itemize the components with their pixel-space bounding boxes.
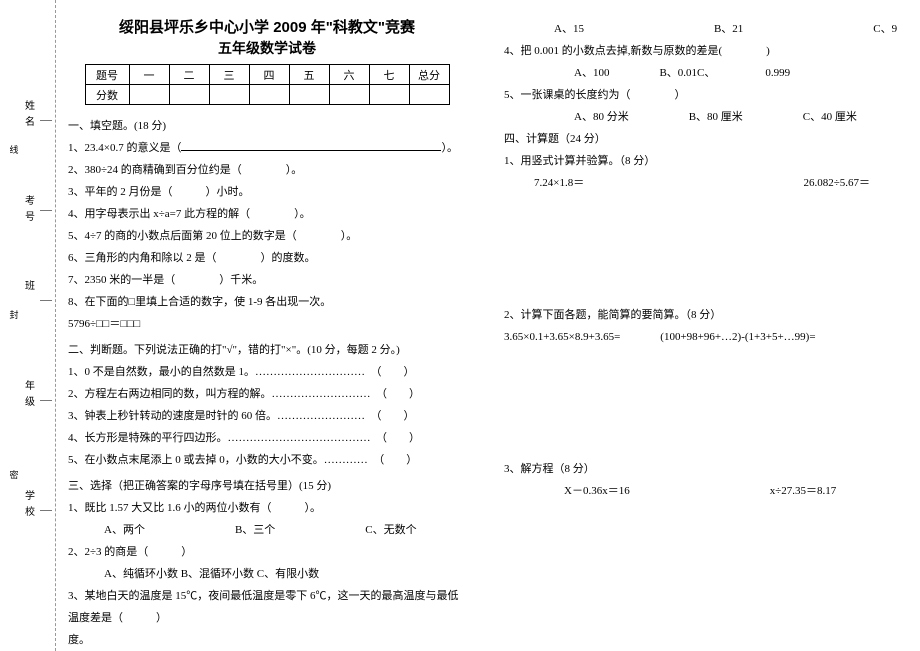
margin-tick-seal: 封 [8,310,21,325]
workspace-gap [504,194,910,304]
q4-3-row: X－0.36x＝16 x÷27.35＝8.17 [504,480,910,502]
q3-5: 5、一张课桌的长度约为（ ） [504,84,910,106]
opt-c: C、9 [873,18,920,40]
q3-4: 4、把 0.001 的小数点去掉,新数与原数的差是( ) [504,40,910,62]
q1-1-end: ）。 [441,142,458,154]
margin-rule [40,400,52,401]
opt-c: C、40 厘米 [803,106,857,128]
right-column: A、15 B、21 C、9 4、把 0.001 的小数点去掉,新数与原数的差是(… [476,0,920,651]
margin-tick-secret: 密 [8,470,21,485]
score-col: 四 [249,65,289,85]
score-col: 二 [169,65,209,85]
calc-a: 3.65×0.1+3.65×8.9+3.65= [504,326,620,348]
q1-8: 8、在下面的□里填上合适的数字，使 1-9 各出现一次。 [68,291,466,313]
section-1-head: 一、填空题。(18 分) [68,115,466,137]
q1-1-text: 1、23.4×0.7 的意义是（ [68,142,181,154]
section-2-head: 二、判断题。下列说法正确的打"√"，错的打"×"。(10 分，每题 2 分。) [68,339,466,361]
q4-3: 3、解方程（8 分） [504,458,910,480]
opt-a: A、两个 [104,519,145,541]
q3-4-opts: A、100 B、0.01C、 0.999 [504,62,910,84]
score-blank [129,85,169,105]
score-col: 五 [289,65,329,85]
opt-b: B、80 厘米 [689,106,743,128]
score-col: 七 [369,65,409,85]
q2-1: 1、0 不是自然数，最小的自然数是 1。………………………… （ ） [68,361,466,383]
score-blank [369,85,409,105]
calc-b: x÷27.35＝8.17 [770,480,837,502]
opt-a: A、80 分米 [574,106,629,128]
q3-5-opts: A、80 分米 B、80 厘米 C、40 厘米 [504,106,910,128]
q1-6: 6、三角形的内角和除以 2 是（ ）的度数。 [68,247,466,269]
table-row: 分数 [85,85,449,105]
margin-rule [40,120,52,121]
table-row: 题号 一 二 三 四 五 六 七 总分 [85,65,449,85]
score-row1-label: 题号 [85,65,129,85]
opt-b: B、21 [714,18,743,40]
opt-c: 0.999 [765,62,790,84]
section-4-head: 四、计算题（24 分） [504,128,910,150]
opt-a: A、100 [574,62,609,84]
calc-b: (100+98+96+…2)-(1+3+5+…99)= [660,326,815,348]
calc-a: X－0.36x＝16 [564,480,630,502]
score-col: 六 [329,65,369,85]
score-blank [289,85,329,105]
calc-b: 26.082÷5.67＝ [803,172,870,194]
q3-2-opts: A、纯循环小数 B、混循环小数 C、有限小数 [68,563,466,585]
q4-1-row: 7.24×1.8＝ 26.082÷5.67＝ [504,172,910,194]
binding-margin: 姓名 考号 班 年级 学校 线 封 密 [0,0,56,651]
opt-b: B、三个 [235,519,275,541]
q4-2: 2、计算下面各题，能简算的要简算。（8 分） [504,304,910,326]
margin-label-school: 学校 [21,490,36,522]
q1-7: 7、2350 米的一半是（ ）千米。 [68,269,466,291]
margin-label-examno: 考号 [21,195,36,227]
q1-2: 2、380÷24 的商精确到百分位约是（ ）。 [68,159,466,181]
q3-3-opts: A、15 B、21 C、9 [504,18,910,40]
q4-1: 1、用竖式计算并验算。（8 分） [504,150,910,172]
score-table: 题号 一 二 三 四 五 六 七 总分 分数 [85,64,450,105]
exam-title-sub: 五年级数学试卷 [68,38,466,58]
margin-label-class: 班 [21,280,36,296]
margin-tick-line: 线 [8,145,21,160]
q1-3: 3、平年的 2 月份是（ ）小时。 [68,181,466,203]
margin-rule [40,510,52,511]
margin-label-name: 姓名 [21,100,36,132]
q2-5: 5、在小数点末尾添上 0 或去掉 0，小数的大小不变。………… （ ） [68,449,466,471]
score-col: 总分 [409,65,449,85]
left-column: 绥阳县坪乐乡中心小学 2009 年"科教文"竞赛 五年级数学试卷 题号 一 二 … [56,0,476,651]
score-blank [209,85,249,105]
opt-b: B、0.01C、 [659,62,715,84]
score-blank [249,85,289,105]
q3-1-opts: A、两个 B、三个 C、无数个 [68,519,466,541]
opt-a: A、15 [554,18,584,40]
score-blank [409,85,449,105]
q2-4: 4、长方形是特殊的平行四边形。………………………………… （ ） [68,427,466,449]
q3-1: 1、既比 1.57 大又比 1.6 小的两位小数有（ ）。 [68,497,466,519]
q3-2: 2、2÷3 的商是（ ） [68,541,466,563]
margin-label-grade: 年级 [21,380,36,412]
margin-rule [40,300,52,301]
q1-5: 5、4÷7 的商的小数点后面第 20 位上的数字是（ ）。 [68,225,466,247]
opt-c: C、无数个 [365,519,416,541]
score-col: 三 [209,65,249,85]
section-3-head: 三、选择（把正确答案的字母序号填在括号里）(15 分) [68,475,466,497]
score-col: 一 [129,65,169,85]
workspace-gap [504,348,910,458]
score-row2-label: 分数 [85,85,129,105]
q3-3a: 3、某地白天的温度是 15℃，夜间最低温度是零下 6℃，这一天的最高温度与最低温… [68,585,466,629]
q1-4: 4、用字母表示出 x÷a=7 此方程的解（ ）。 [68,203,466,225]
q1-1: 1、23.4×0.7 的意义是（ ）。 [68,137,466,159]
q1-8b: 5796÷□□＝□□□ [68,313,466,335]
q2-2: 2、方程左右两边相同的数，叫方程的解。……………………… （ ） [68,383,466,405]
score-blank [169,85,209,105]
q2-3: 3、钟表上秒针转动的速度是时针的 60 倍。…………………… （ ） [68,405,466,427]
calc-a: 7.24×1.8＝ [534,172,584,194]
exam-title-main: 绥阳县坪乐乡中心小学 2009 年"科教文"竞赛 [68,18,466,38]
q4-2-row: 3.65×0.1+3.65×8.9+3.65= (100+98+96+…2)-(… [504,326,910,348]
margin-rule [40,210,52,211]
q3-3b: 度。 [68,629,466,651]
score-blank [329,85,369,105]
blank-line [181,140,441,151]
